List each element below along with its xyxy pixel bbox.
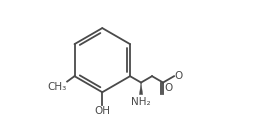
Text: NH₂: NH₂ bbox=[131, 97, 151, 107]
Text: O: O bbox=[164, 83, 172, 93]
Text: O: O bbox=[175, 71, 183, 81]
Text: CH₃: CH₃ bbox=[47, 82, 67, 92]
Text: OH: OH bbox=[94, 106, 110, 116]
Polygon shape bbox=[139, 82, 143, 94]
